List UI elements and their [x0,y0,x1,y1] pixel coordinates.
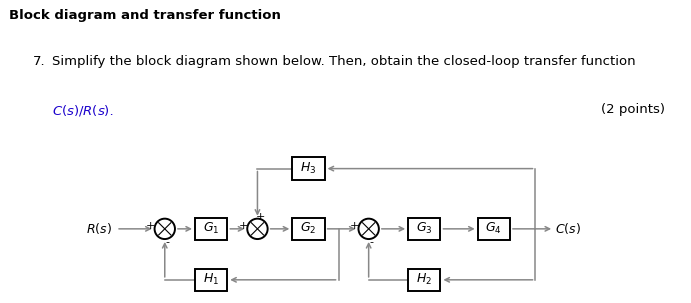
Text: Simplify the block diagram shown below. Then, obtain the closed-loop transfer fu: Simplify the block diagram shown below. … [52,55,636,68]
Text: +: + [239,221,248,231]
Text: $R(s)$: $R(s)$ [86,221,111,236]
Text: $G_4$: $G_4$ [486,221,502,236]
Text: $G_1$: $G_1$ [203,221,219,236]
Text: +: + [256,212,265,222]
Bar [477,218,510,240]
Text: $H_1$: $H_1$ [203,272,219,287]
Bar [292,158,325,180]
Text: -: - [166,237,169,247]
Text: $H_3$: $H_3$ [301,161,316,176]
Text: $H_2$: $H_2$ [416,272,433,287]
Text: Block diagram and transfer function: Block diagram and transfer function [9,9,281,22]
Text: -: - [370,237,373,247]
Bar [195,269,227,291]
Circle shape [359,219,379,239]
Text: $C(s)$: $C(s)$ [555,221,581,236]
Text: 7.: 7. [33,55,46,68]
Bar [408,269,440,291]
Circle shape [247,219,267,239]
Text: $G_3$: $G_3$ [416,221,433,236]
Bar [195,218,227,240]
Text: $G_2$: $G_2$ [301,221,316,236]
Bar [408,218,440,240]
Text: $C(s)/R(s)$.: $C(s)/R(s)$. [52,103,113,118]
Text: +: + [350,221,359,231]
Text: +: + [146,221,155,231]
Circle shape [155,219,175,239]
Text: (2 points): (2 points) [601,103,665,116]
Bar [292,218,325,240]
